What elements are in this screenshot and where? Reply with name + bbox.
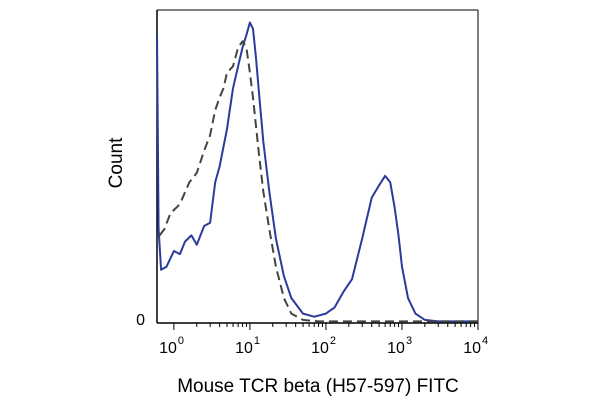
x-tick-label: 10 0 [159,335,184,357]
x-tick-base: 10 [311,340,329,357]
x-tick-exponent: 0 [178,335,184,347]
series-line-solid [156,21,478,323]
x-tick-base: 10 [235,340,253,357]
x-tick-exponent: 3 [406,335,412,347]
x-tick-base: 10 [159,340,177,357]
x-tick-exponent: 1 [254,335,260,347]
series-layer [156,21,478,323]
x-axis-label: Mouse TCR beta (H57-597) FITC [177,376,459,397]
x-tick-exponent: 2 [330,335,336,347]
x-tick-exponent: 4 [482,335,488,347]
x-tick-label: 10 1 [235,335,260,357]
x-tick-base: 10 [463,340,481,357]
axis-ticks: 10 0 10 1 10 2 10 3 10 40 [136,312,488,357]
x-tick-label: 10 4 [463,335,488,357]
x-tick-base: 10 [387,340,405,357]
plot-area: 10 0 10 1 10 2 10 3 10 40 [136,9,488,357]
series-line-dashed [158,40,478,323]
x-tick-label: 10 3 [387,335,412,357]
y-tick-label: 0 [136,312,145,329]
x-tick-label: 10 2 [311,335,336,357]
y-axis-label: Count [106,137,127,188]
